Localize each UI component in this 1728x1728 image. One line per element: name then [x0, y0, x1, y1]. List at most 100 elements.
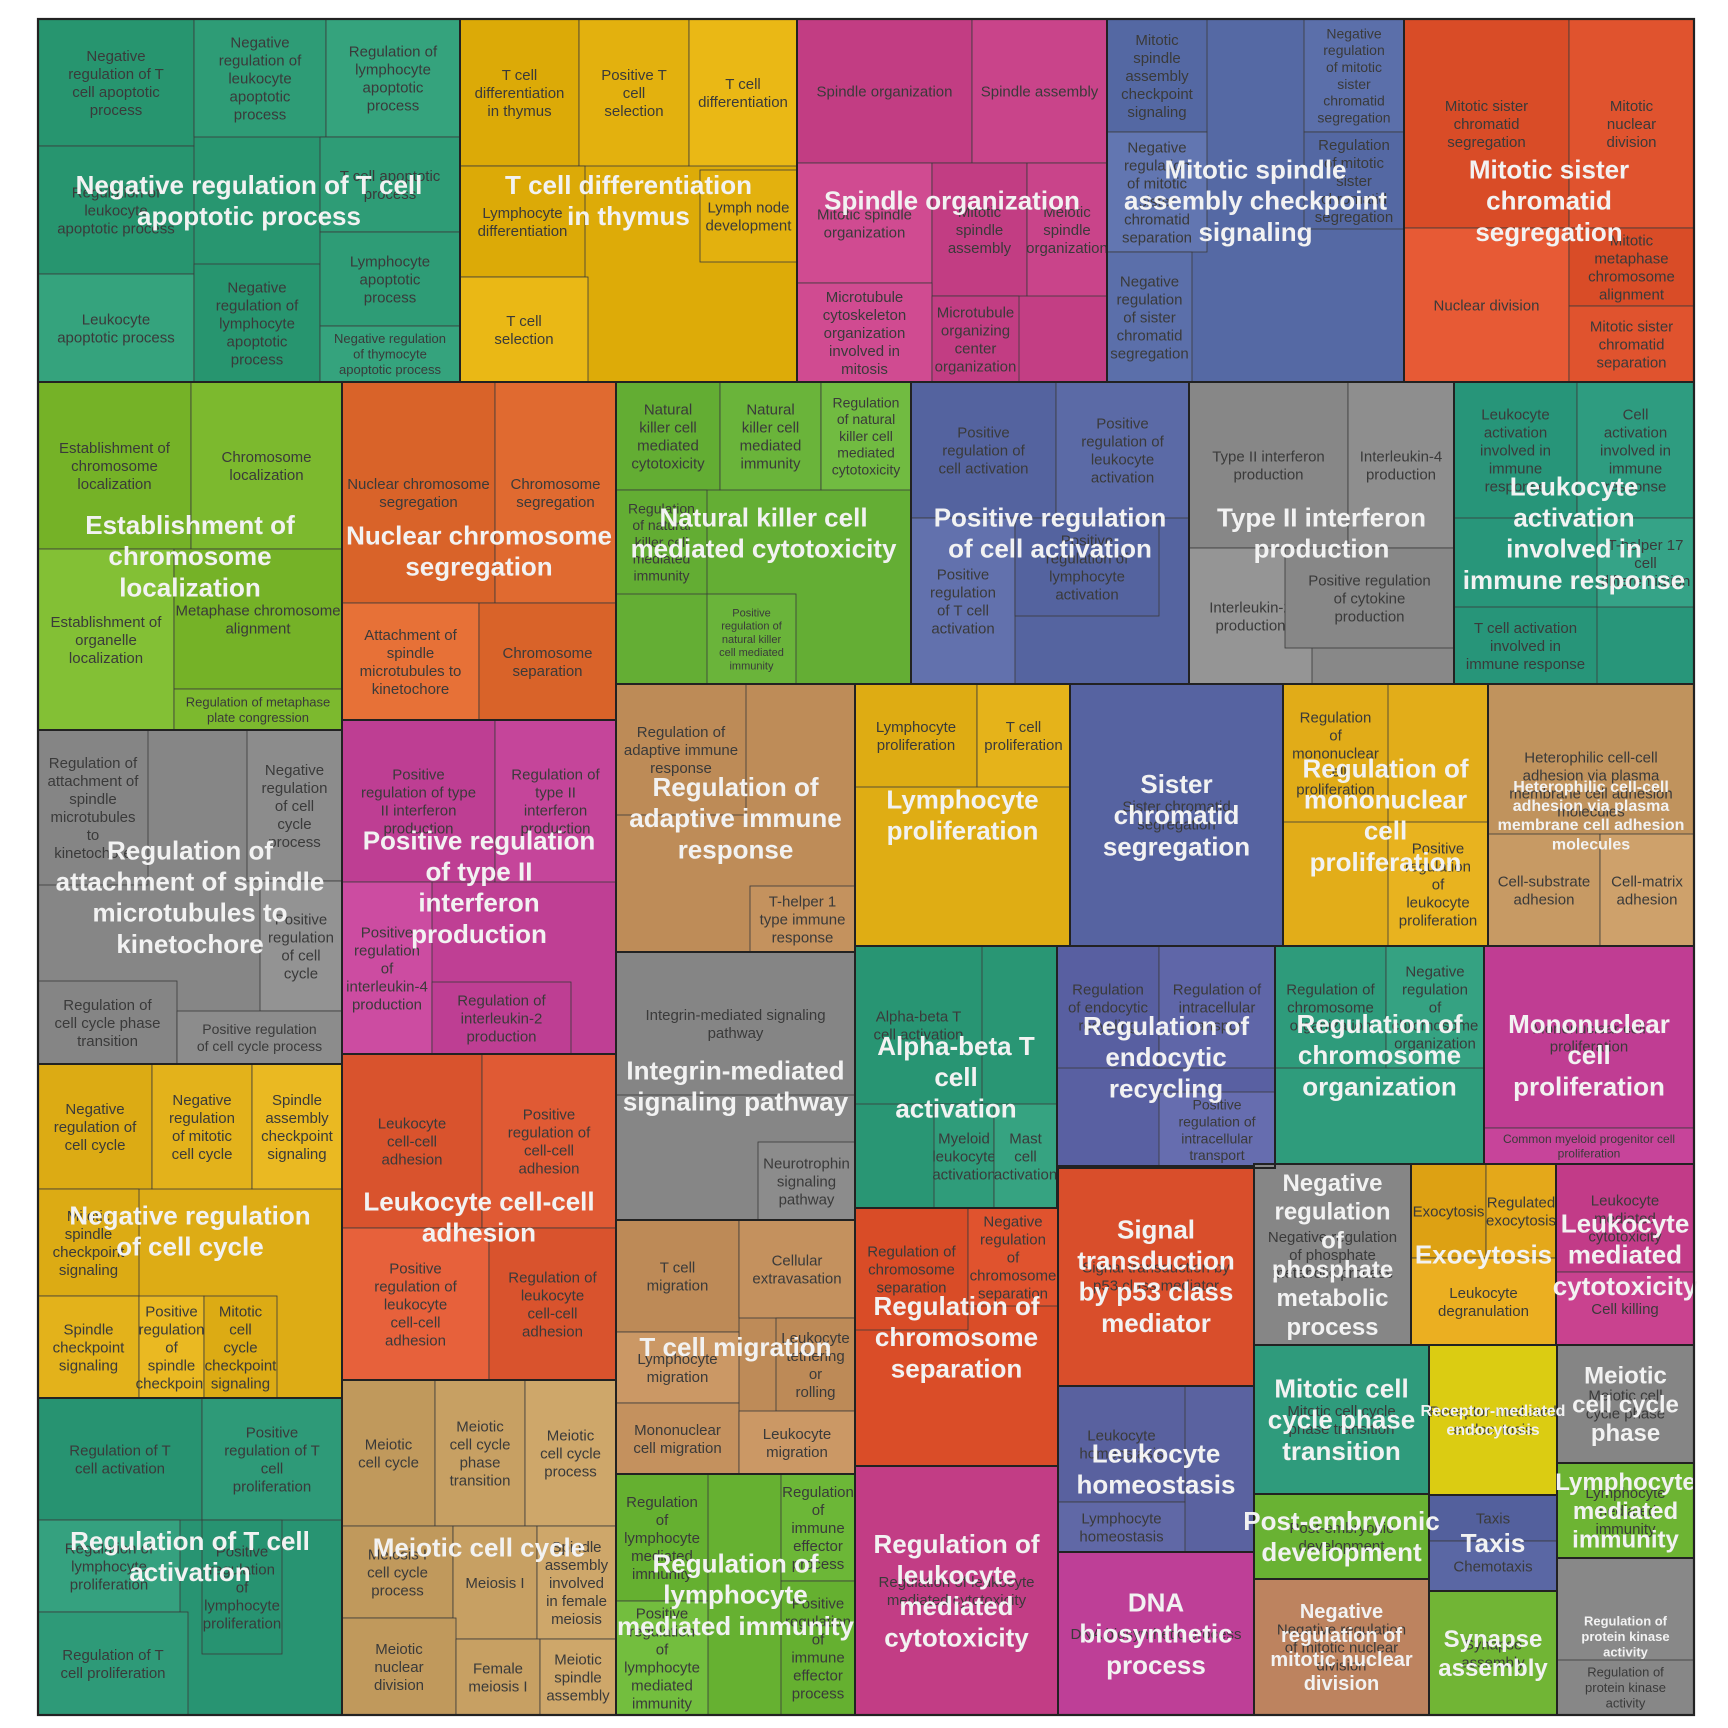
group-label-post-embryonic-development: Post-embryonic development: [1243, 1506, 1440, 1567]
leaf-tile-leukocyte-homeostasis: [1057, 1385, 1186, 1503]
leaf-tile-leukocyte-activation-involved-in-immune-response: [1453, 381, 1578, 519]
leaf-label-leukocyte-activation-involved-in-immune-response: Leukocyte activation involved in immune resp…: [1480, 406, 1551, 495]
leaf-label-negative-regulation-of-cell-cycle-process: Negative regulation of cell cycle process: [262, 762, 328, 851]
leaf-label-regulation-of-leukocyte-cell-cell-adhesion: Regulation of leukocyte cell-cell adhesion: [508, 1269, 597, 1340]
leaf-label-signal-transduction-by-p53-class-mediator: Signal transduction by p53 class mediator: [1082, 1259, 1230, 1294]
leaf-tile-natural-killer-cell-mediated-immunity: [719, 381, 822, 491]
leaf-tile-exocytosis: [1410, 1163, 1487, 1259]
leaf-tile-regulation-of-leukocyte-mediated-cytotoxicity: [854, 1465, 1059, 1716]
leaf-label-positive-regulation-of-cell-cell-adhesion: Positive regulation of cell-cell adhesion: [508, 1106, 591, 1177]
leaf-label-positive-regulation-of-cell-activation: Positive regulation of cell activation: [938, 424, 1028, 477]
leaf-label-metaphase-chromosome-alignment: Metaphase chromosome alignment: [175, 602, 340, 637]
leaf-label-dna-biosynthetic-process: DNA biosynthetic process: [1071, 1626, 1242, 1643]
leaf-label-negative-regulation-of-chromosome-separation: Negative regulation of chromosome separation: [970, 1213, 1057, 1302]
leaf-label-lymphocyte-homeostasis: Lymphocyte homeostasis: [1079, 1510, 1163, 1545]
leaf-tile-chromosome-localization: [190, 381, 343, 550]
leaf-tile-positive-regulation-of-intracellular-transport: [1158, 1091, 1276, 1169]
leaf-tile-signal-transduction-by-p53-class-mediator: [1057, 1165, 1255, 1387]
leaf-tile-negative-regulation-of-thymocyte-apoptotic-process: [319, 325, 461, 383]
leaf-tile-neurotrophin-signaling-pathway: [757, 1141, 856, 1221]
leaf-label-negative-regulation-of-lymphocyte-apoptotic-process: Negative regulation of lymphocyte apoptotic…: [216, 279, 299, 368]
leaf-label-type-ii-interferon-production: Type II interferon production: [1212, 448, 1325, 483]
leaf-tile-positive-regulation-of-natural-killer-cell-mediated-immunity: [706, 593, 797, 685]
leaf-tile-spindle-assembly-involved-in-female-meiosis: [536, 1525, 617, 1640]
leaf-tile-mitotic-sister-chromatid-segregation: [1403, 18, 1570, 229]
leaf-tile-positive-t-cell-selection: [578, 18, 690, 167]
leaf-label-regulation-of-adaptive-immune-response: Regulation of adaptive immune response: [624, 724, 738, 777]
leaf-label-cell-activation-involved-in-immune-response: Cell activation involved in immune response: [1600, 406, 1671, 495]
leaf-tile-positive-regulation-of-lymphocyte-activation: [1014, 517, 1160, 617]
group-label-regulation-of-attachment-of-spindle-microtubules-to-kinetochore: Regulation of attachment of spindle microt…: [56, 835, 325, 959]
leaf-tile-mitotic-spindle-assembly: [931, 162, 1028, 297]
leaf-label-microtubule-cytoskeleton-organization-involved-in-mitosis: Microtubule cytoskeleton organization invol…: [823, 289, 906, 378]
leaf-label-establishment-of-organelle-localization: Establishment of organelle localization: [51, 614, 163, 667]
leaf-label-establishment-of-chromosome-localization: Establishment of chromosome localization: [59, 440, 171, 493]
leaf-label-lymphocyte-differentiation: Lymphocyte differentiation: [478, 205, 568, 240]
leaf-label-mitotic-cell-cycle-phase-transition: Mitotic cell cycle phase transition: [1287, 1403, 1395, 1438]
leaf-label-chromosome-localization: Chromosome localization: [221, 449, 311, 484]
leaf-tile-positive-regulation-of-t-cell-activation: [910, 517, 1016, 685]
leaf-label-negative-regulation-of-thymocyte-apoptotic-process: Negative regulation of thymocyte apoptotic…: [334, 331, 446, 377]
leaf-label-regulation-of-mononuclear-cell-proliferation: Regulation of mononuclear cell proliferation: [1292, 709, 1379, 798]
leaf-label-leukocyte-tethering-or-rolling: Leukocyte tethering or rolling: [781, 1330, 849, 1401]
leaf-label-negative-regulation-of-leukocyte-apoptotic-process: Negative regulation of leukocyte apoptotic p…: [219, 34, 302, 123]
leaf-tile-regulation-of-leukocyte-apoptotic-process: [37, 145, 195, 275]
leaf-label-attachment-of-spindle-microtubules-to-kinetochore: Attachment of spindle microtubules to kinet…: [360, 627, 462, 698]
leaf-label-positive-regulation-of-leukocyte-cell-cell-adhesion: Positive regulation of leukocyte cell-cell a…: [374, 1260, 457, 1349]
leaf-label-positive-regulation-of-cell-cycle-process: Positive regulation of cell cycle process: [197, 1021, 322, 1054]
leaf-tile-mitotic-nuclear-division: [1568, 18, 1695, 229]
leaf-label-mitotic-cell-cycle-checkpoint-signaling: Mitotic cell cycle checkpoint signaling: [205, 1303, 278, 1392]
group-label-receptor-mediated-endocytosis: Receptor-mediated endocytosis: [1421, 1403, 1566, 1439]
leaf-tile-mitotic-spindle-checkpoint-signaling: [37, 1188, 140, 1297]
leaf-tile-regulation-of-protein-kinase-activity: [1556, 1659, 1695, 1716]
group-label-synapse-assembly: Synapse assembly: [1438, 1626, 1548, 1682]
leaf-tile-positive-regulation-of-leukocyte-activation: [1055, 381, 1190, 519]
leaf-label-taxis: Taxis: [1476, 1510, 1510, 1527]
leaf-label-chromosome-segregation: Chromosome segregation: [510, 476, 600, 511]
leaf-label-negative-regulation-of-chromosome-organization: Negative regulation of chromosome organizati…: [1392, 963, 1479, 1052]
leaf-label-negative-regulation-of-sister-chromatid-segregation: Negative regulation of sister chromatid segr…: [1110, 273, 1188, 362]
leaf-tile-negative-regulation-of-cell-cycle: [37, 1063, 153, 1190]
leaf-label-spindle-checkpoint-signaling: Spindle checkpoint signaling: [53, 1321, 126, 1374]
leaf-tile-positive-regulation-of-cytokine-production: [1284, 547, 1455, 649]
leaf-label-mitotic-sister-chromatid-segregation: Mitotic sister chromatid segregation: [1445, 98, 1528, 151]
leaf-label-meiotic-nuclear-division: Meiotic nuclear division: [374, 1641, 424, 1694]
leaf-tile-regulation-of-immune-effector-process: [780, 1473, 856, 1582]
leaf-label-meiotic-cell-cycle-phase-transition: Meiotic cell cycle phase transition: [450, 1418, 511, 1489]
leaf-label-regulation-of-interleukin-2-production: Regulation of interleukin-2 production: [457, 992, 546, 1045]
leaf-label-regulation-of-chromosome-separation: Regulation of chromosome separation: [867, 1243, 956, 1296]
leaf-tile-lymphocyte-proliferation: [854, 683, 978, 788]
leaf-tile-lymphocyte-homeostasis: [1057, 1501, 1186, 1553]
group-label-meiotic-cell-cycle: Meiotic cell cycle: [373, 1533, 585, 1563]
leaf-tile-regulation-of-chromosome-separation: [854, 1207, 969, 1331]
leaf-tile-chromosome-segregation: [494, 381, 617, 604]
leaf-tile-mitotic-sister-chromatid-separation: [1568, 305, 1695, 383]
leaf-label-chromosome-separation: Chromosome separation: [502, 645, 592, 680]
leaf-tile-leukocyte-cell-cell-adhesion: [341, 1053, 483, 1229]
leaf-label-meiotic-cell-cycle-process: Meiotic cell cycle process: [540, 1427, 601, 1480]
leaf-tile-type-ii-interferon-production: [1188, 381, 1349, 549]
leaf-label-lymphocyte-mediated-immunity: Lymphocyte mediated immunity: [1585, 1485, 1665, 1538]
leaf-tile-negative-regulation-of-mitotic-sister-chromatid-separation: [1106, 131, 1208, 253]
leaf-tile-nuclear-division: [1403, 227, 1570, 383]
group-label-dna-biosynthetic-process: DNA biosynthetic process: [1079, 1587, 1232, 1679]
leaf-tile-cell-substrate-adhesion: [1487, 833, 1601, 947]
leaf-tile-negative-regulation-of-mitotic-nuclear-division: [1253, 1578, 1430, 1716]
leaf-tile-mitotic-spindle-organization: [796, 162, 933, 284]
group-label-negative-regulation-of-t-cell-apoptotic-process: Negative regulation of T cell apoptotic p…: [76, 170, 423, 231]
group-label-mononuclear-cell-proliferation: Mononuclear cell proliferation: [1508, 1009, 1670, 1101]
leaf-label-positive-regulation-of-lymphocyte-proliferation: Positive regulation of lymphocyte proliferat…: [203, 1543, 281, 1632]
leaf-tile-lymphocyte-migration: [615, 1331, 740, 1404]
leaf-tile-regulation-of-type-ii-interferon-production: [494, 719, 617, 883]
leaf-tile-chromosome-separation: [478, 602, 617, 721]
leaf-tile-t-cell-differentiation-in-thymus: [459, 18, 580, 167]
leaf-tile-positive-regulation-of-lymphocyte-proliferation: [201, 1519, 283, 1655]
leaf-label-natural-killer-cell-mediated-immunity: Natural killer cell mediated immunity: [740, 401, 802, 472]
leaf-tile-meiotic-cell-cycle-phase: [1556, 1344, 1695, 1464]
group-label-mitotic-cell-cycle-phase-transition: Mitotic cell cycle phase transition: [1268, 1373, 1415, 1465]
leaf-label-cell-matrix-adhesion: Cell-matrix adhesion: [1611, 873, 1683, 908]
leaf-label-leukocyte-degranulation: Leukocyte degranulation: [1438, 1285, 1529, 1320]
